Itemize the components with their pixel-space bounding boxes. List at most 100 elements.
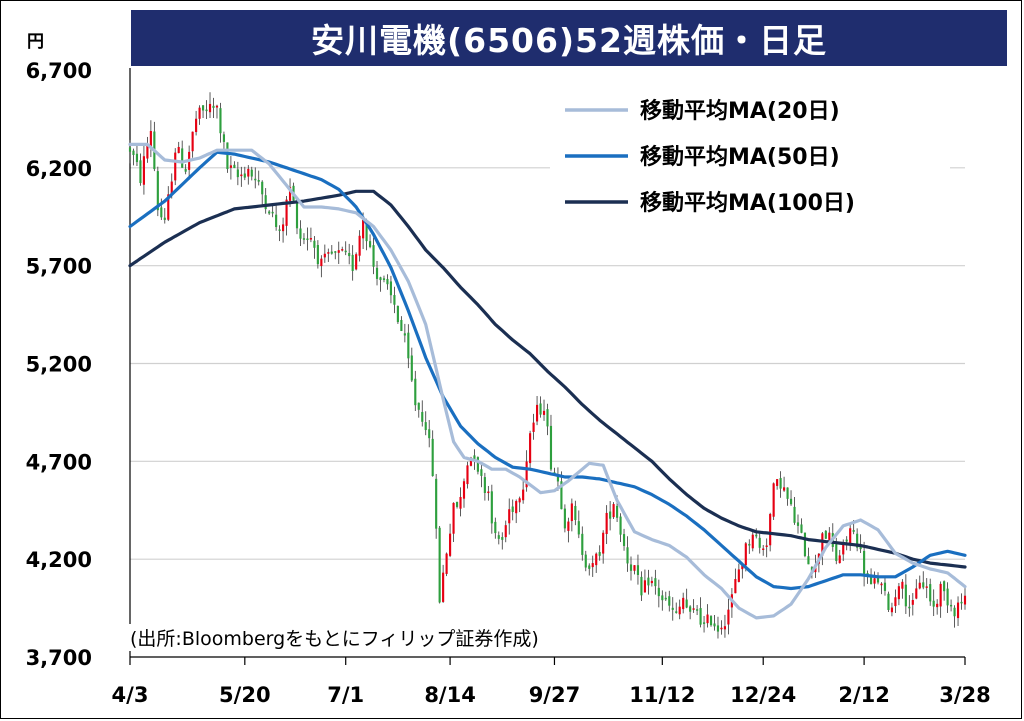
x-tick-label: 9/27 <box>529 683 581 707</box>
candle-down <box>473 455 476 459</box>
candle-down <box>295 198 299 229</box>
candle-up <box>678 606 681 615</box>
candle-down <box>264 195 267 210</box>
candle-down <box>299 228 302 239</box>
candle-down <box>786 487 789 499</box>
candle-down <box>372 245 375 267</box>
candle-up <box>337 250 340 253</box>
y-tick-label: 4,700 <box>26 450 92 474</box>
candle-down <box>636 565 640 575</box>
candle-up <box>466 465 469 485</box>
candle-down <box>581 533 584 555</box>
axes: 6,700 6,200 5,700 5,200 4,700 4,200 3,700 4/3 5/… <box>26 59 991 707</box>
ma-line-100 <box>128 189 967 569</box>
candle-up <box>612 504 615 518</box>
candle-down <box>233 164 236 169</box>
candle-up <box>452 502 455 534</box>
candle-up <box>355 254 358 270</box>
candle-up <box>682 597 685 610</box>
candle-down <box>563 508 566 529</box>
candle-up <box>911 599 914 605</box>
candle-up <box>762 548 765 550</box>
candle-down <box>758 537 761 548</box>
candle-down <box>351 254 354 271</box>
candle-down <box>556 474 560 482</box>
candle-down <box>689 606 692 612</box>
candle-down <box>922 582 925 588</box>
candle-up <box>504 525 507 538</box>
candle-down <box>382 278 386 280</box>
candle-down <box>132 150 135 156</box>
candle-down <box>330 251 333 254</box>
candle-down <box>403 333 406 336</box>
y-tick-label: 6,200 <box>26 157 92 181</box>
candle-up <box>765 545 768 547</box>
candle-up <box>170 181 173 194</box>
candle-up <box>462 481 466 499</box>
candle-up <box>191 131 194 152</box>
x-tick-label: 12/24 <box>730 683 796 707</box>
candle-up <box>692 608 695 610</box>
candle-up <box>567 521 570 531</box>
candle-down <box>476 457 479 472</box>
candle-down <box>160 207 163 218</box>
candle-down <box>883 582 887 591</box>
candle-down <box>344 250 347 253</box>
candle-down <box>950 604 953 607</box>
candle-down <box>539 403 542 415</box>
candle-up <box>605 512 608 535</box>
candle-down <box>156 171 159 211</box>
candle-down <box>316 245 319 265</box>
candle-down <box>657 587 660 597</box>
candle-up <box>174 152 177 181</box>
candle-down <box>929 584 932 602</box>
candle-down <box>852 530 855 532</box>
candle-down <box>932 600 935 607</box>
candle-down <box>699 608 702 625</box>
candle-up <box>518 498 521 503</box>
candle-down <box>212 105 215 108</box>
candle-down <box>616 505 619 518</box>
candle-down <box>135 153 139 163</box>
candle-down <box>421 412 424 422</box>
candle-up <box>936 603 939 608</box>
candle-down <box>863 550 866 576</box>
candle-down <box>497 535 500 539</box>
candle-up <box>146 145 149 159</box>
candle-up <box>142 156 145 185</box>
y-axis-unit: 円 <box>27 32 44 52</box>
candle-down <box>685 599 688 608</box>
candle-down <box>668 596 671 606</box>
candle-down <box>626 547 629 564</box>
candle-up <box>633 565 636 571</box>
candle-up <box>177 146 180 154</box>
candle-down <box>257 180 260 182</box>
candle-down <box>348 252 351 257</box>
candle-down <box>908 606 911 609</box>
candle-up <box>247 168 250 177</box>
candle-down <box>953 607 956 617</box>
candle-down <box>654 578 657 587</box>
candle-up <box>285 199 288 226</box>
candle-up <box>595 553 598 566</box>
candle-down <box>793 506 796 523</box>
candle-up <box>515 501 518 514</box>
candle-down <box>946 588 949 606</box>
candle-up <box>535 404 539 422</box>
grid-lines <box>130 167 965 560</box>
candle-down <box>887 593 890 610</box>
candle-down <box>184 169 187 172</box>
candle-down <box>438 527 441 603</box>
candle-up <box>282 224 285 232</box>
candle-down <box>268 211 271 214</box>
candle-down <box>201 105 205 111</box>
candle-down <box>622 534 626 546</box>
candle-up <box>650 580 653 584</box>
candle-down <box>560 481 563 510</box>
x-tick-label: 8/14 <box>424 683 476 707</box>
candle-down <box>410 355 413 381</box>
candle-up <box>915 588 918 599</box>
candle-down <box>549 425 553 470</box>
candle-up <box>828 532 831 540</box>
